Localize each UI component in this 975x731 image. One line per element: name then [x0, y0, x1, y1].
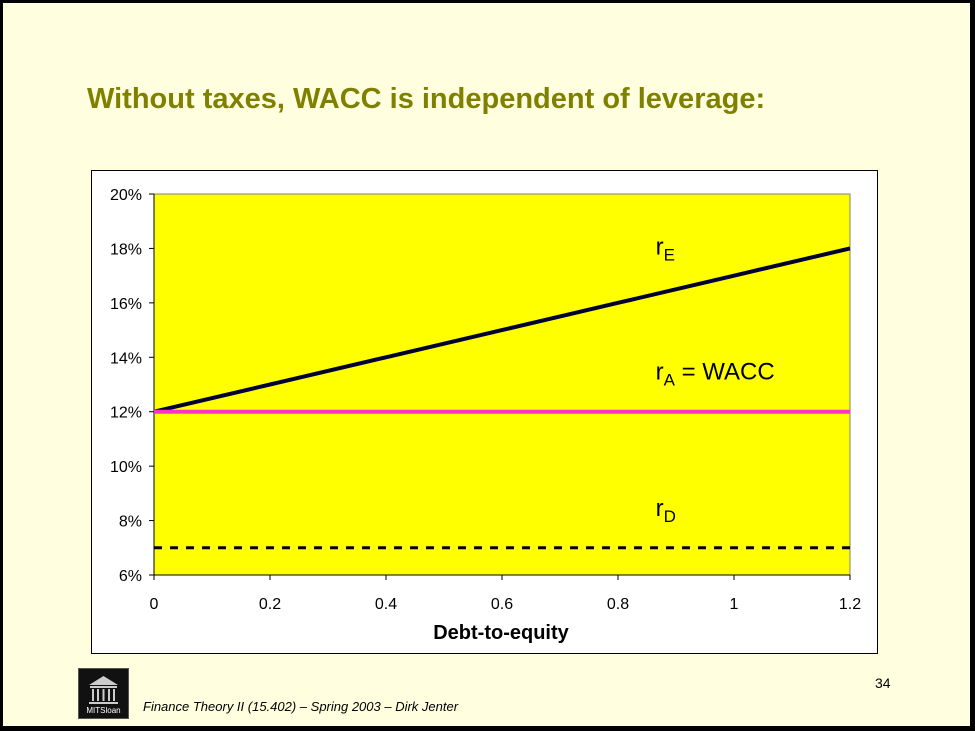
x-tick-label: 0.6 — [491, 596, 513, 613]
series-label-d: rD — [656, 495, 676, 526]
x-tick-label: 0.2 — [259, 596, 281, 613]
y-tick-label: 14% — [110, 350, 142, 367]
x-tick-label: 1 — [730, 596, 739, 613]
page-number: 34 — [875, 675, 891, 691]
series-line-e — [153, 246, 851, 414]
x-tick-label: 1.2 — [839, 596, 861, 613]
y-tick-label: 8% — [119, 514, 142, 531]
slide-title: Without taxes, WACC is independent of le… — [87, 83, 766, 115]
line-chart: 6% 8% 10% 12% 14% 16% 18% 20% 0 0.2 0.4 0.6 0.8 1 1.2 D… — [110, 187, 861, 644]
y-tick-label: 10% — [110, 459, 142, 476]
y-tick-label: 20% — [110, 187, 142, 204]
series-label-e: rE — [656, 233, 675, 264]
y-tick-label: 6% — [119, 568, 142, 585]
logo-text: MITSloan — [86, 706, 121, 715]
y-tick-label: 12% — [110, 405, 142, 422]
chart-container: 6% 8% 10% 12% 14% 16% 18% 20% 0 0.2 0.4 0.6 0.8 1 1.2 D… — [91, 170, 878, 654]
x-tick-label: 0.8 — [607, 596, 629, 613]
series-label-a: rA = WACC — [656, 359, 775, 390]
x-tick-label: 0 — [150, 596, 159, 613]
footer-text: Finance Theory II (15.402) – Spring 2003… — [143, 699, 459, 714]
x-tick-label: 0.4 — [375, 596, 397, 613]
mit-sloan-logo: MITSloan — [78, 668, 129, 719]
building-icon — [89, 676, 118, 704]
x-axis-title: Debt-to-equity — [433, 622, 569, 644]
y-tick-label: 18% — [110, 241, 142, 258]
y-tick-label: 16% — [110, 296, 142, 313]
